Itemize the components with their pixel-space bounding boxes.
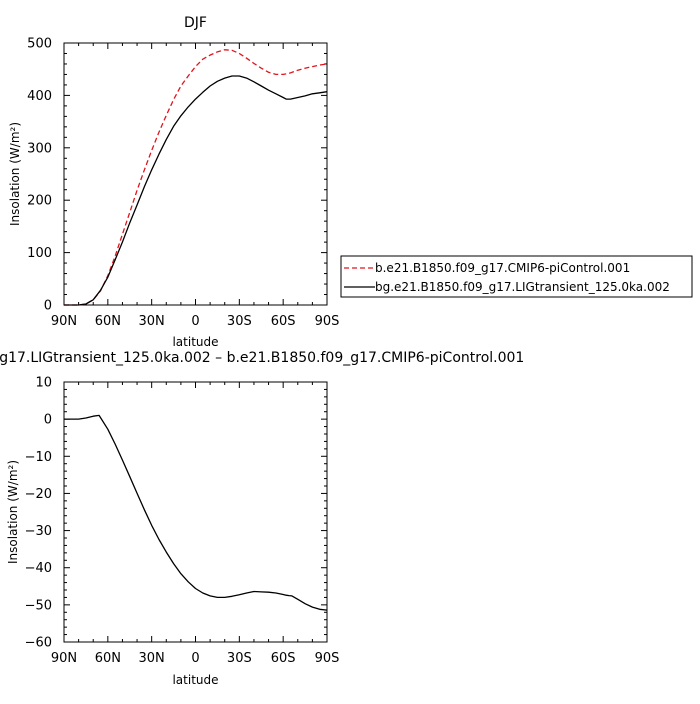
- bottom-y-tick-label: 0: [44, 413, 52, 428]
- top-axis-ticks: 90N 60N 30N 0 30S 60S 90S 0 100 200 300 400 500: [27, 37, 339, 330]
- legend-box: [340, 255, 693, 298]
- bottom-series-line-1: [64, 414, 328, 611]
- bottom-y-tick-label: −10: [25, 450, 52, 465]
- bottom-series-group: [64, 414, 328, 611]
- top-x-tick-label: 90N: [51, 314, 77, 329]
- bottom-chart: bg.e21.B1850.f09_g17.LIGtransient_125.0k…: [0, 350, 524, 687]
- bottom-x-tick-label: 90N: [51, 651, 77, 666]
- top-y-tick-label: 300: [27, 141, 52, 156]
- top-x-tick-label: 60S: [271, 314, 296, 329]
- bottom-y-tick-label: −60: [25, 636, 52, 651]
- top-x-tick-label: 0: [191, 314, 199, 329]
- top-plot-frame: [63, 42, 328, 306]
- bottom-x-tick-label: 30S: [227, 651, 252, 666]
- bottom-y-tick-label: −50: [25, 598, 52, 613]
- bottom-y-tick-label: −20: [25, 487, 52, 502]
- legend-label-LIGtransient: bg.e21.B1850.f09_g17.LIGtransient_125.0k…: [375, 280, 670, 294]
- bottom-y-tick-label: −40: [25, 561, 52, 576]
- top-x-tick-label: 90S: [315, 314, 340, 329]
- bottom-y-axis-label: Insolation (W/m²): [6, 460, 20, 564]
- legend: b.e21.B1850.f09_g17.CMIP6-piControl.001 …: [340, 255, 693, 298]
- bottom-chart-title: bg.e21.B1850.f09_g17.LIGtransient_125.0k…: [0, 350, 524, 366]
- top-y-tick-label: 100: [27, 246, 52, 261]
- bottom-x-tick-label: 60N: [95, 651, 121, 666]
- top-y-tick-label: 200: [27, 194, 52, 209]
- top-y-tick-label: 400: [27, 89, 52, 104]
- top-chart-title: DJF: [184, 15, 207, 31]
- top-x-tick-label: 30N: [139, 314, 165, 329]
- top-series-line-2: [64, 75, 328, 306]
- bottom-y-tick-label: −30: [25, 524, 52, 539]
- bottom-axis-ticks: 90N 60N 30N 0 30S 60S 90S 10 0 −10 −20 −30 −40 −50 −60: [25, 376, 340, 667]
- top-x-axis-label: latitude: [172, 335, 218, 349]
- bottom-x-tick-label: 30N: [139, 651, 165, 666]
- bottom-x-axis-label: latitude: [172, 673, 218, 687]
- top-x-tick-label: 30S: [227, 314, 252, 329]
- bottom-x-tick-label: 60S: [271, 651, 296, 666]
- bottom-x-tick-label: 90S: [315, 651, 340, 666]
- top-chart: DJF 90N 60N 30N 0 30S 60S 90S0100200300400500 …: [8, 15, 339, 349]
- legend-label-piControl: b.e21.B1850.f09_g17.CMIP6-piControl.001: [375, 261, 630, 275]
- top-series-line-1: [64, 49, 328, 306]
- bottom-plot-frame: [63, 381, 328, 643]
- bottom-x-tick-label: 0: [191, 651, 199, 666]
- top-y-tick-label: 500: [27, 37, 52, 52]
- top-x-tick-label: 60N: [95, 314, 121, 329]
- top-y-tick-label: 0: [44, 299, 52, 314]
- top-series-group: [64, 49, 328, 306]
- top-y-axis-label: Insolation (W/m²): [8, 122, 22, 226]
- bottom-y-tick-label: 10: [35, 376, 52, 391]
